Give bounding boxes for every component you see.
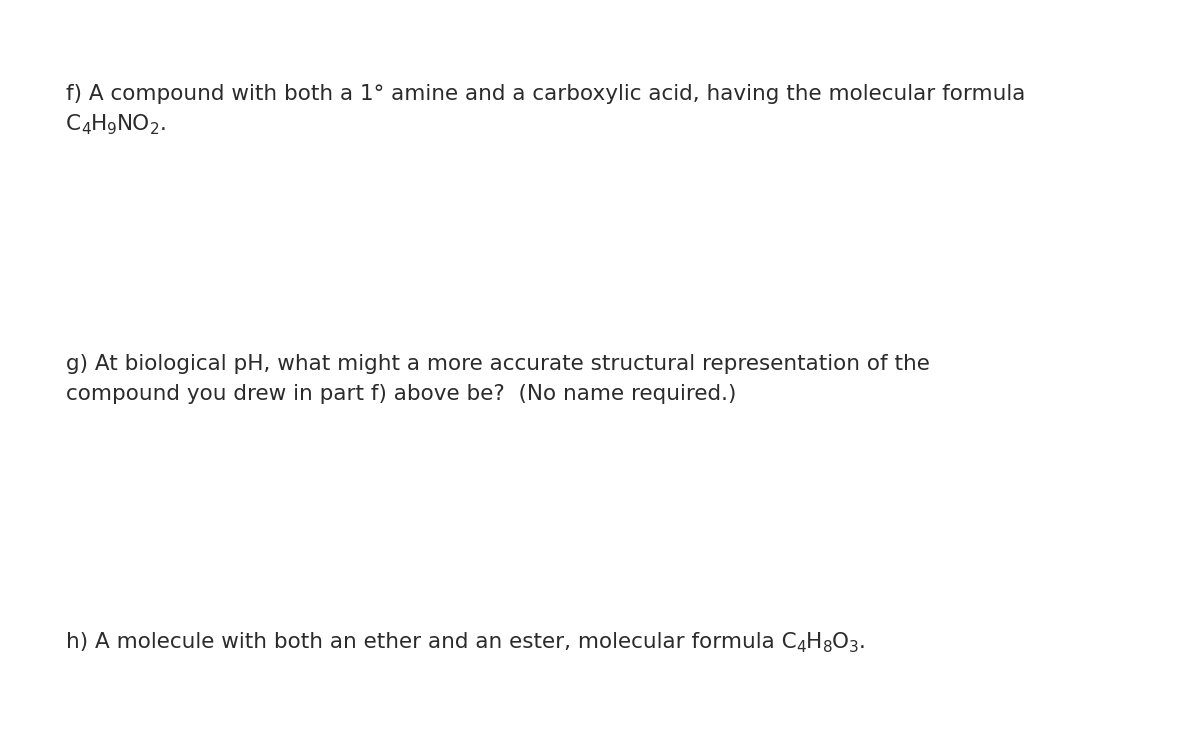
- Text: 9: 9: [107, 122, 116, 137]
- Text: 4: 4: [797, 640, 806, 655]
- Text: compound you drew in part f) above be?  (No name required.): compound you drew in part f) above be? (…: [66, 384, 737, 404]
- Text: .: .: [160, 114, 167, 134]
- Text: 4: 4: [82, 122, 91, 137]
- Text: f) A compound with both a 1° amine and a carboxylic acid, having the molecular f: f) A compound with both a 1° amine and a…: [66, 84, 1025, 104]
- Text: h) A molecule with both an ether and an ester, molecular formula C: h) A molecule with both an ether and an …: [66, 632, 797, 652]
- Text: 3: 3: [850, 640, 859, 655]
- Text: H: H: [806, 632, 822, 652]
- Text: H: H: [91, 114, 107, 134]
- Text: 8: 8: [822, 640, 832, 655]
- Text: g) At biological pH, what might a more accurate structural representation of the: g) At biological pH, what might a more a…: [66, 354, 930, 374]
- Text: .: .: [859, 632, 865, 652]
- Text: O: O: [832, 632, 850, 652]
- Text: 2: 2: [150, 122, 160, 137]
- Text: NO: NO: [116, 114, 150, 134]
- Text: C: C: [66, 114, 82, 134]
